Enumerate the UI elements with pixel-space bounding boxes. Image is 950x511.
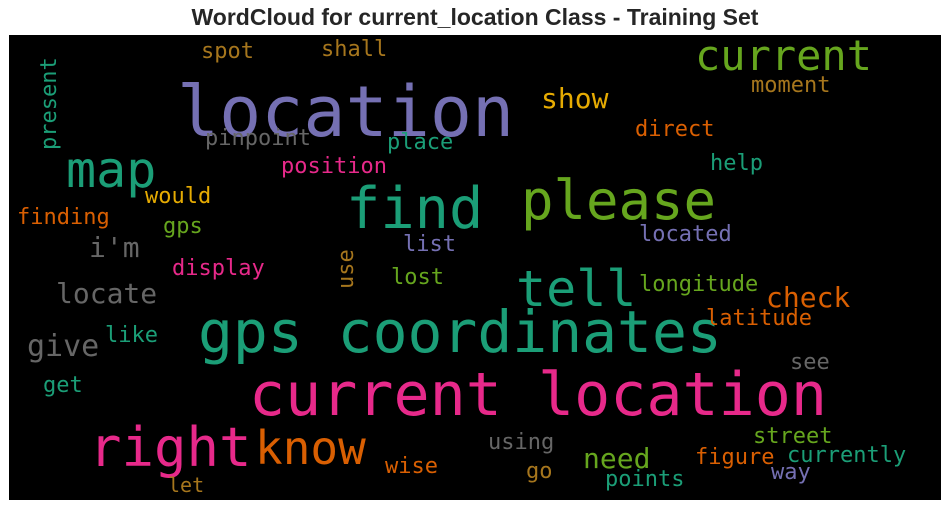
word-map: map	[66, 141, 157, 199]
word-need: need	[583, 442, 651, 475]
word-lost: lost	[391, 265, 444, 290]
word-current-location: current location	[249, 360, 827, 430]
word-get: get	[43, 373, 83, 398]
word-present: present	[37, 57, 62, 150]
word-would: would	[145, 184, 212, 209]
word-latitude: latitude	[706, 306, 812, 331]
chart-title: WordCloud for current_location Class - T…	[191, 4, 759, 30]
word-direct: direct	[635, 117, 715, 142]
word-way: way	[771, 460, 811, 485]
word-location: location	[177, 71, 515, 153]
word-moment: moment	[751, 73, 831, 98]
word-im: i'm	[89, 231, 140, 264]
word-give: give	[27, 329, 100, 364]
word-show: show	[541, 82, 609, 115]
word-located: located	[639, 222, 732, 247]
word-position: position	[281, 154, 387, 179]
word-locate: locate	[56, 277, 158, 310]
word-currently: currently	[787, 443, 907, 468]
word-list: list	[403, 232, 456, 257]
word-points: points	[605, 467, 685, 492]
word-like: like	[105, 323, 158, 348]
word-let: let	[168, 473, 205, 497]
word-use: use	[334, 249, 359, 289]
word-current: current	[695, 35, 873, 80]
word-using: using	[488, 430, 555, 455]
word-see: see	[790, 350, 830, 375]
word-check: check	[766, 281, 851, 314]
word-gps: gps	[163, 214, 203, 239]
word-longitude: longitude	[639, 272, 759, 297]
word-know: know	[255, 421, 366, 475]
word-shall: shall	[321, 37, 388, 62]
word-finding: finding	[17, 205, 110, 230]
word-figure: figure	[695, 445, 775, 470]
word-please: please	[521, 169, 717, 232]
word-right: right	[89, 416, 252, 479]
word-tell: tell	[516, 260, 637, 318]
word-go: go	[526, 459, 553, 484]
word-cloud-canvas: location current location gps coordinate…	[9, 35, 941, 500]
word-pinpoint: pinpoint	[205, 126, 311, 151]
word-spot: spot	[201, 39, 254, 64]
word-find: find	[346, 176, 484, 242]
word-gps-coordinates: gps coordinates	[198, 298, 722, 366]
word-place: place	[387, 130, 454, 155]
word-wise: wise	[385, 454, 438, 479]
word-help: help	[710, 151, 763, 176]
word-display: display	[172, 256, 265, 281]
word-street: street	[753, 424, 833, 449]
